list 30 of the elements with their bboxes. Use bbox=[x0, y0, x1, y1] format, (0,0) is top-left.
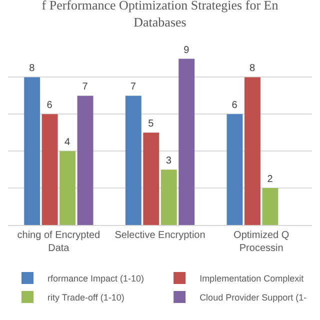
x-tick-label: Selective Encryption bbox=[114, 230, 206, 241]
x-tick-label: Optimized Q Processin bbox=[234, 230, 290, 254]
data-label: 6 bbox=[232, 100, 238, 112]
data-label: 7 bbox=[130, 82, 136, 93]
bar bbox=[24, 77, 40, 225]
bar bbox=[160, 170, 177, 225]
data-label: 8 bbox=[249, 63, 256, 74]
bar bbox=[262, 188, 278, 225]
chart-title: f Performance Optimization Strategies for En Databases bbox=[42, 0, 279, 30]
data-label: 3 bbox=[166, 156, 172, 167]
bar bbox=[226, 114, 243, 225]
data-label: 4 bbox=[64, 137, 71, 148]
bar bbox=[60, 151, 76, 225]
legend-label: rformance Impact (1-10) bbox=[48, 274, 144, 284]
bar bbox=[77, 96, 94, 225]
bar bbox=[178, 58, 195, 225]
data-label: 8 bbox=[29, 63, 36, 74]
bar bbox=[244, 77, 260, 225]
data-label: 7 bbox=[82, 82, 88, 93]
bar bbox=[125, 96, 142, 225]
bar bbox=[143, 132, 160, 225]
legend-label: Implementation Complexit bbox=[200, 274, 304, 284]
data-label: 5 bbox=[148, 118, 154, 130]
x-tick-label: ching of Encrypted Data bbox=[17, 230, 100, 254]
data-label: 6 bbox=[46, 100, 53, 112]
legend-label: Cloud Provider Support (1- bbox=[200, 292, 307, 303]
data-label: 9 bbox=[184, 44, 190, 56]
bar bbox=[42, 114, 58, 225]
data-label: 2 bbox=[267, 174, 274, 186]
legend-label: rity Trade-off (1-10) bbox=[48, 292, 124, 303]
